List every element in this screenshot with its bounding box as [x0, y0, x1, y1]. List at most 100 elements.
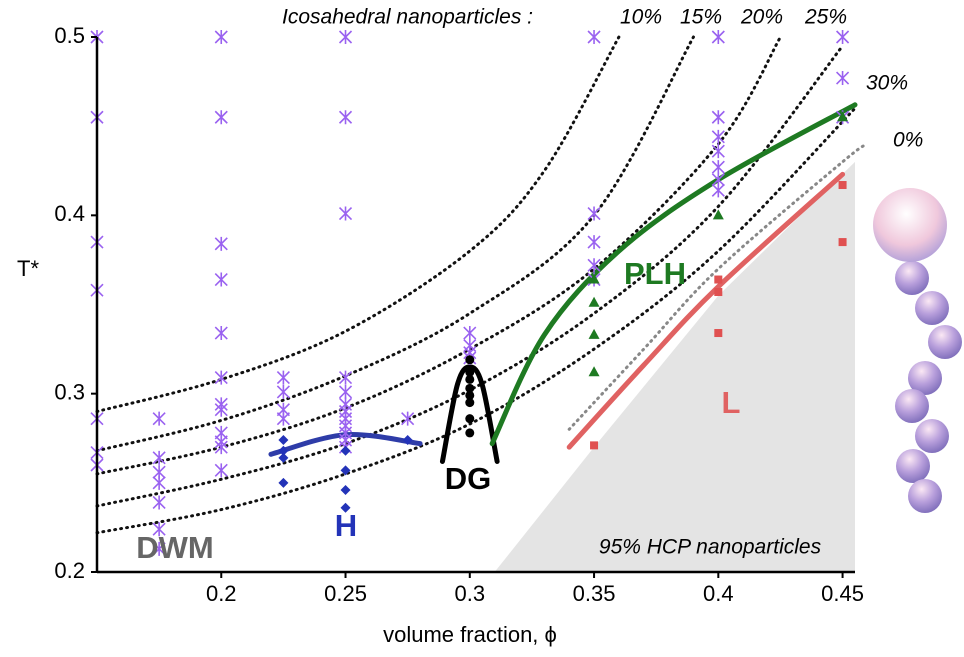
- y-tick-label: 0.4: [54, 201, 85, 226]
- point: [711, 183, 725, 198]
- point: [152, 522, 166, 537]
- point: [711, 110, 725, 125]
- point: [278, 445, 289, 456]
- point: [711, 129, 725, 144]
- point: [402, 435, 413, 446]
- x-tick-label: 0.4: [703, 581, 734, 606]
- region-label: 95% HCP nanoparticles: [599, 536, 822, 559]
- curve-label: 25%: [804, 6, 847, 29]
- y-tick-label: 0.3: [54, 379, 85, 404]
- point: [714, 275, 723, 284]
- point: [711, 30, 725, 44]
- iso-curve: [95, 35, 621, 413]
- point: [465, 367, 475, 377]
- point: [214, 326, 228, 341]
- y-tick-label: 0.5: [54, 23, 85, 48]
- point: [465, 390, 475, 400]
- hcp-region: [494, 161, 855, 573]
- phase-label: H: [335, 508, 357, 543]
- point: [214, 30, 228, 44]
- point: [712, 209, 724, 220]
- iso-curve: [567, 142, 869, 431]
- point: [214, 110, 228, 125]
- point: [465, 355, 475, 365]
- point: [401, 411, 415, 426]
- bead-chain: [873, 188, 962, 513]
- x-tick-label: 0.45: [821, 581, 864, 606]
- point: [214, 370, 228, 385]
- curve-label: 10%: [620, 6, 662, 29]
- point: [152, 541, 166, 556]
- point: [338, 384, 353, 399]
- point: [587, 206, 601, 221]
- point: [214, 402, 228, 417]
- point: [587, 258, 601, 273]
- point: [276, 384, 290, 399]
- point: [214, 463, 228, 478]
- point: [465, 428, 475, 438]
- point: [340, 484, 351, 495]
- point: [214, 272, 228, 287]
- phase-label: L: [722, 385, 741, 420]
- point: [711, 144, 725, 159]
- point: [338, 110, 353, 125]
- x-tick-label: 0.35: [573, 581, 616, 606]
- curve-label: 0%: [893, 129, 923, 152]
- phase-label: PLH: [624, 256, 686, 291]
- point: [838, 238, 847, 247]
- iso-curve: [95, 106, 857, 535]
- point: [587, 30, 601, 44]
- point: [837, 111, 849, 122]
- point: [276, 411, 290, 426]
- point: [152, 411, 166, 426]
- iso-curve: [95, 35, 695, 453]
- x-tick-label: 0.2: [206, 581, 237, 606]
- point: [338, 30, 353, 44]
- point: [588, 296, 600, 307]
- point: [278, 452, 289, 463]
- point: [587, 235, 601, 250]
- point: [714, 329, 723, 338]
- point: [836, 30, 850, 44]
- point: [276, 370, 290, 385]
- point: [711, 160, 725, 175]
- point: [714, 288, 723, 297]
- point: [278, 435, 289, 446]
- x-tick-label: 0.25: [324, 581, 367, 606]
- point: [588, 328, 600, 339]
- point: [465, 414, 475, 424]
- point: [590, 441, 599, 450]
- point: [340, 465, 351, 476]
- point: [340, 502, 351, 513]
- point: [588, 366, 600, 377]
- point: [588, 273, 600, 284]
- point: [278, 477, 289, 488]
- point: [465, 398, 475, 408]
- point: [838, 181, 847, 190]
- curve-label: 20%: [740, 6, 783, 29]
- phase-label: DWM: [136, 530, 213, 565]
- y-tick-label: 0.2: [54, 558, 85, 583]
- point: [152, 475, 166, 490]
- point: [465, 383, 475, 393]
- point: [214, 236, 228, 251]
- header: Icosahedral nanoparticles :: [282, 6, 533, 29]
- curve-label: 30%: [866, 72, 908, 95]
- point: [152, 450, 166, 465]
- phase-boundary: [566, 171, 846, 450]
- phase-boundary: [439, 364, 500, 464]
- y-axis-label: T*: [17, 256, 39, 281]
- point: [836, 71, 850, 86]
- point: [340, 445, 351, 456]
- point: [338, 206, 353, 221]
- point: [465, 374, 475, 384]
- point: [338, 370, 353, 385]
- point: [152, 495, 166, 510]
- phase-label: DG: [445, 461, 492, 496]
- x-tick-label: 0.3: [454, 581, 485, 606]
- x-axis-label: volume fraction, ϕ: [383, 622, 557, 647]
- point: [463, 326, 477, 341]
- phase-boundary: [489, 102, 858, 447]
- curve-label: 15%: [680, 6, 722, 29]
